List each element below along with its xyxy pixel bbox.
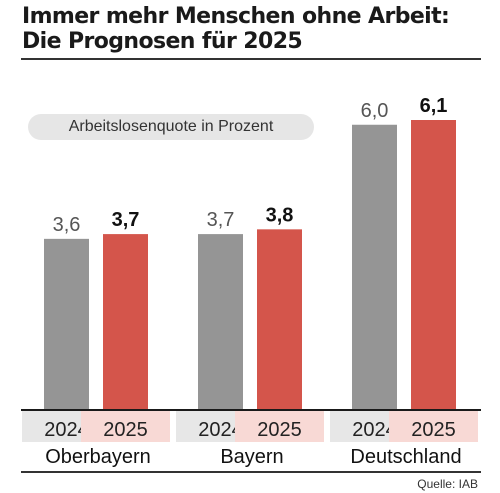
value-label: 3,8	[266, 204, 294, 226]
value-label: 3,6	[53, 214, 81, 236]
group-label: Oberbayern	[45, 446, 151, 468]
group-label: Deutschland	[350, 446, 461, 468]
chart-title: Immer mehr Menschen ohne Arbeit: Die Pro…	[22, 4, 492, 54]
subtitle-pill: Arbeitslosenquote in Prozent	[28, 114, 314, 140]
x-tick-label: 2025	[411, 419, 456, 441]
x-tick-label: 2024	[198, 419, 243, 441]
value-label: 3,7	[112, 209, 140, 231]
value-label: 6,1	[420, 95, 448, 117]
bar-deutschland-2025	[411, 120, 456, 410]
bar-oberbayern-2025	[103, 234, 148, 410]
value-label: 3,7	[207, 209, 235, 231]
bottom-rule	[21, 471, 481, 473]
bar-deutschland-2024	[352, 124, 397, 411]
source-note: Quelle: IAB	[417, 477, 478, 491]
title-line-1: Immer mehr Menschen ohne Arbeit:	[22, 4, 450, 29]
bar-oberbayern-2024	[44, 238, 89, 410]
x-tick-label: 2025	[103, 419, 148, 441]
baseline	[21, 409, 481, 411]
year-label-bg	[81, 410, 170, 442]
x-tick-label: 2025	[257, 419, 302, 441]
bar-bayern-2024	[198, 234, 243, 410]
bar-bayern-2025	[257, 229, 302, 410]
year-label-bg	[235, 410, 324, 442]
title-divider	[21, 58, 481, 60]
value-label: 6,0	[361, 100, 389, 122]
year-label-bg	[389, 410, 478, 442]
title-line-2: Die Prognosen für 2025	[22, 29, 303, 54]
x-tick-label: 2024	[352, 419, 397, 441]
group-label: Bayern	[220, 446, 283, 468]
x-tick-label: 2024	[44, 419, 89, 441]
